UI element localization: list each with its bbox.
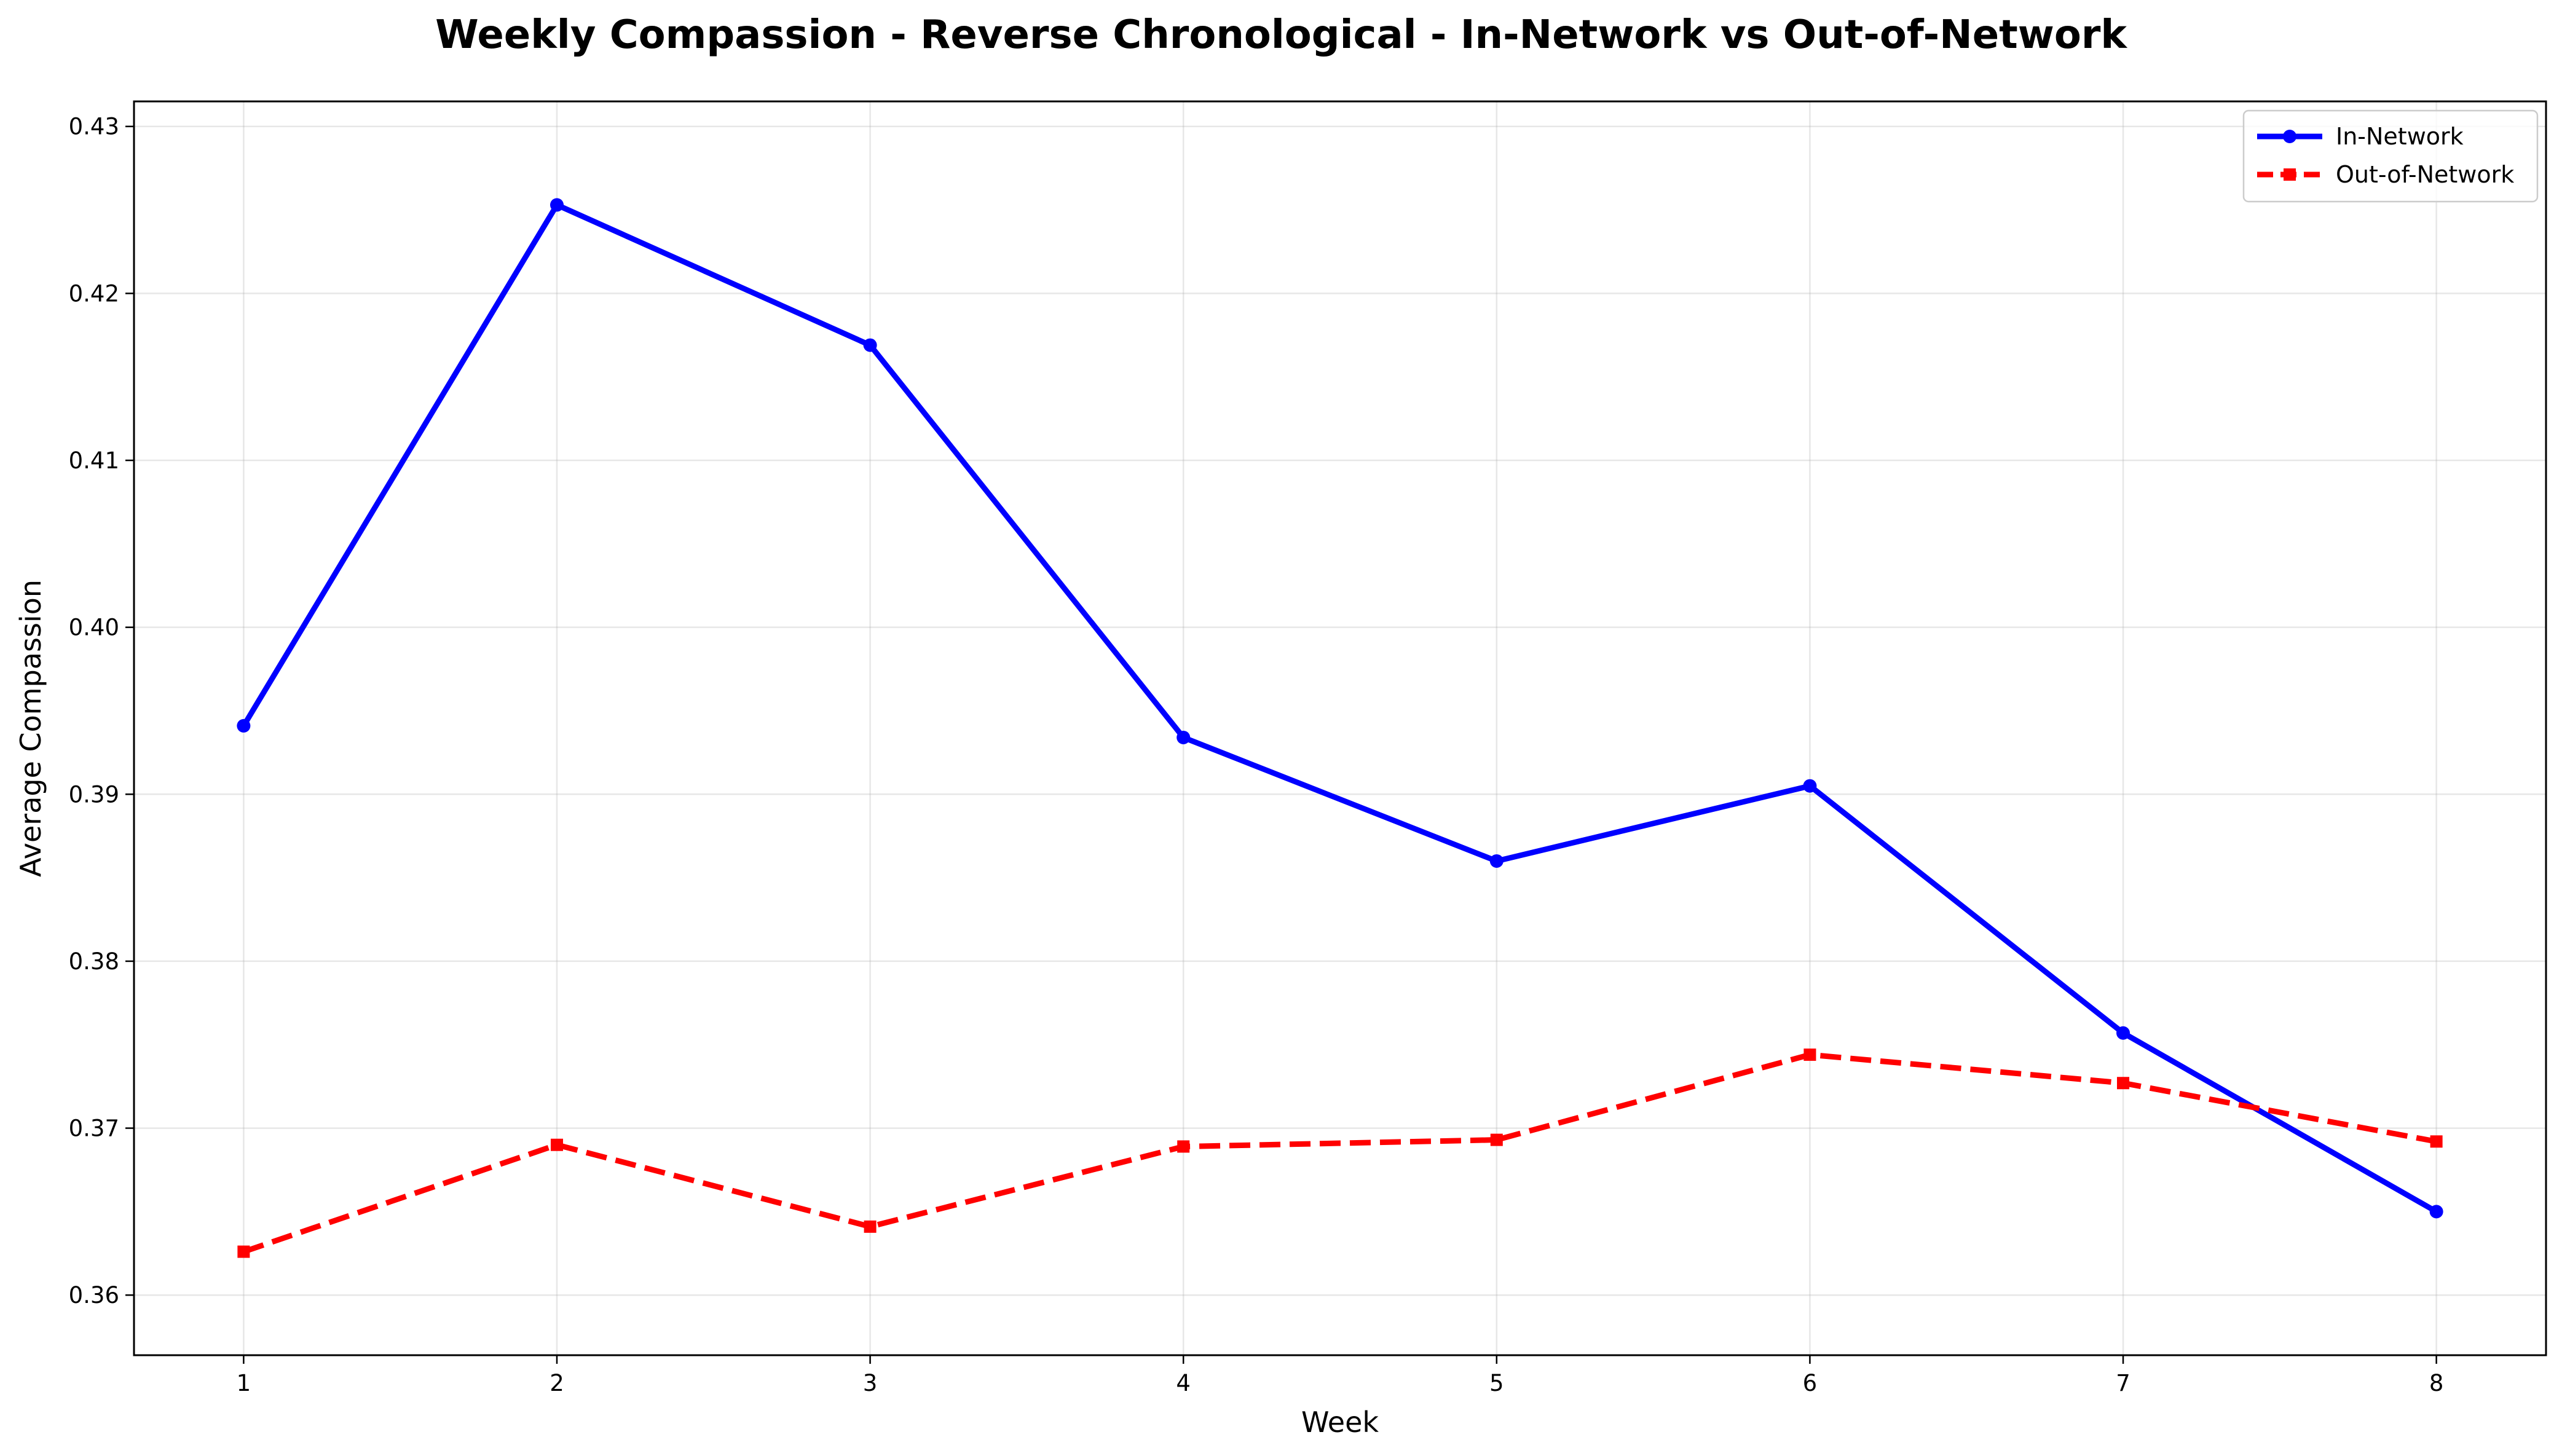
legend: In-Network Out-of-Network bbox=[2242, 109, 2539, 203]
data-point-out-of-network bbox=[1177, 1140, 1190, 1153]
legend-box bbox=[2242, 109, 2539, 203]
x-tick-label: 8 bbox=[2429, 1370, 2444, 1396]
data-point-in-network bbox=[550, 198, 564, 212]
data-point-in-network bbox=[1803, 779, 1817, 793]
data-point-out-of-network bbox=[237, 1245, 250, 1258]
legend-label-out-of-network: Out-of-Network bbox=[2336, 161, 2514, 188]
data-point-out-of-network bbox=[1803, 1049, 1816, 1061]
data-point-out-of-network bbox=[2430, 1135, 2443, 1148]
plot-area-frame bbox=[133, 100, 2547, 1356]
ticks-layer: 1 2 3 4 5 6 7 8 0.36 0.37 0.38 0.39 0.40 0.41 0.42 0.43 bbox=[69, 114, 2444, 1396]
x-tick-label: 7 bbox=[2116, 1370, 2130, 1396]
y-tick-label: 0.37 bbox=[69, 1116, 119, 1142]
legend-marker-out-of-network bbox=[2284, 168, 2296, 181]
data-point-in-network bbox=[2429, 1205, 2443, 1219]
legend-label-in-network: In-Network bbox=[2336, 123, 2464, 150]
series-line-out-of-network bbox=[242, 1052, 2437, 1254]
data-point-in-network bbox=[1177, 730, 1191, 744]
data-point-in-network bbox=[2116, 1026, 2130, 1040]
data-point-out-of-network bbox=[2117, 1077, 2130, 1090]
legend-marker-in-network bbox=[2283, 130, 2296, 143]
data-point-in-network bbox=[237, 718, 251, 733]
x-tick-label: 4 bbox=[1176, 1370, 1191, 1396]
data-point-in-network bbox=[863, 338, 877, 352]
y-tick-label: 0.41 bbox=[69, 447, 119, 474]
series-line-in-network bbox=[241, 202, 2438, 1214]
y-tick-label: 0.42 bbox=[69, 280, 119, 307]
legend-items: In-Network Out-of-Network bbox=[2257, 123, 2514, 188]
data-point-out-of-network bbox=[864, 1220, 877, 1233]
data-point-in-network bbox=[1489, 854, 1504, 868]
x-axis-label: Week bbox=[1301, 1406, 1379, 1439]
y-axis-label: Average Compassion bbox=[14, 580, 47, 877]
x-tick-label: 1 bbox=[237, 1370, 251, 1396]
grid-layer bbox=[134, 101, 2546, 1355]
chart-title: Weekly Compassion - Reverse Chronologica… bbox=[435, 12, 2127, 58]
y-tick-label: 0.36 bbox=[69, 1282, 119, 1308]
series-layer bbox=[237, 198, 2443, 1258]
x-tick-label: 5 bbox=[1489, 1370, 1504, 1396]
x-tick-label: 2 bbox=[550, 1370, 564, 1396]
x-tick-label: 3 bbox=[863, 1370, 878, 1396]
data-point-out-of-network bbox=[550, 1138, 563, 1151]
data-point-out-of-network bbox=[1490, 1133, 1503, 1146]
y-tick-label: 0.40 bbox=[69, 615, 119, 641]
y-tick-label: 0.39 bbox=[69, 781, 119, 808]
y-tick-label: 0.38 bbox=[69, 948, 119, 975]
y-tick-label: 0.43 bbox=[69, 114, 119, 140]
x-tick-label: 6 bbox=[1803, 1370, 1818, 1396]
